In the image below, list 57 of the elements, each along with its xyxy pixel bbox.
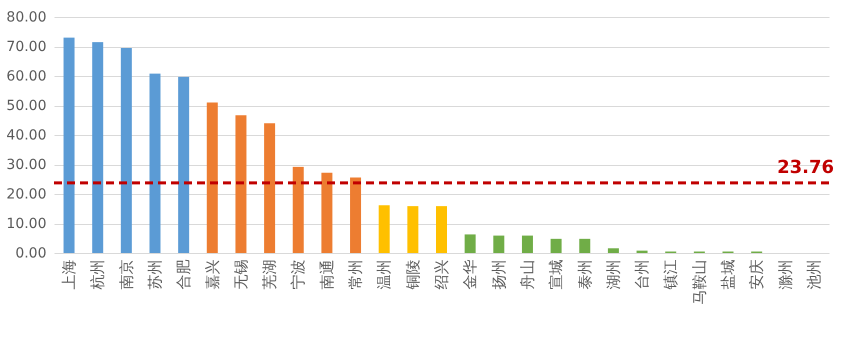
x-tick-label: 上海 [60, 260, 78, 290]
bar [235, 115, 246, 253]
bar [350, 177, 362, 253]
bar [292, 166, 304, 253]
x-tick-label: 铜陵 [404, 260, 422, 290]
x-tick-label: 舟山 [518, 260, 536, 290]
bar [206, 102, 218, 253]
x-tick-label: 马鞍山 [690, 260, 708, 304]
bar [550, 238, 562, 253]
x-tick-label: 安庆 [748, 260, 766, 290]
y-tick-label: 30.00 [6, 157, 46, 173]
bar [264, 123, 276, 253]
bar [321, 172, 332, 253]
x-tick-label: 湖州 [604, 260, 622, 290]
y-tick-label: 0.00 [15, 246, 46, 262]
bar [120, 48, 132, 253]
y-tick-label: 40.00 [6, 128, 46, 144]
bar [178, 76, 190, 253]
bar [522, 236, 533, 253]
bar [149, 74, 160, 253]
bar [493, 236, 504, 253]
x-tick-label: 嘉兴 [203, 260, 222, 290]
x-tick-label: 无锡 [232, 260, 250, 290]
x-tick-label: 杭州 [88, 260, 107, 290]
x-tick-label: 金华 [461, 260, 480, 290]
y-tick-label: 70.00 [6, 39, 46, 55]
x-tick-label: 宁波 [289, 260, 308, 290]
y-tick-label: 60.00 [6, 68, 46, 84]
x-tick-label: 常州 [346, 260, 365, 290]
x-tick-label: 滁州 [776, 260, 794, 290]
bar [436, 206, 447, 253]
bar [407, 206, 418, 253]
x-tick-label: 合肥 [174, 260, 193, 290]
x-tick-label: 台州 [633, 260, 652, 290]
y-tick-label: 80.00 [6, 10, 46, 26]
x-tick-label: 绍兴 [432, 260, 450, 290]
x-tick-label: 芜湖 [260, 260, 279, 290]
bar [464, 234, 476, 253]
y-tick-label: 20.00 [6, 186, 46, 202]
bar [92, 42, 104, 253]
x-tick-label: 盐城 [719, 260, 738, 290]
x-tick-label: 温州 [375, 260, 394, 290]
x-tick-label: 扬州 [490, 260, 508, 290]
y-tick-label: 50.00 [6, 98, 46, 114]
x-tick-label: 宣城 [547, 260, 566, 290]
bar [579, 238, 590, 253]
ref-line-label: 23.76 [777, 156, 834, 178]
x-tick-label: 苏州 [146, 260, 164, 290]
bar [608, 248, 619, 253]
x-tick-label: 池州 [804, 260, 823, 290]
x-tick-label: 镇江 [662, 260, 680, 290]
y-tick-label: 10.00 [6, 216, 46, 232]
bar [378, 205, 390, 253]
bar [64, 38, 75, 253]
x-tick-label: 泰州 [576, 260, 594, 290]
x-tick-label: 南京 [117, 260, 136, 290]
x-tick-label: 南通 [318, 260, 336, 290]
